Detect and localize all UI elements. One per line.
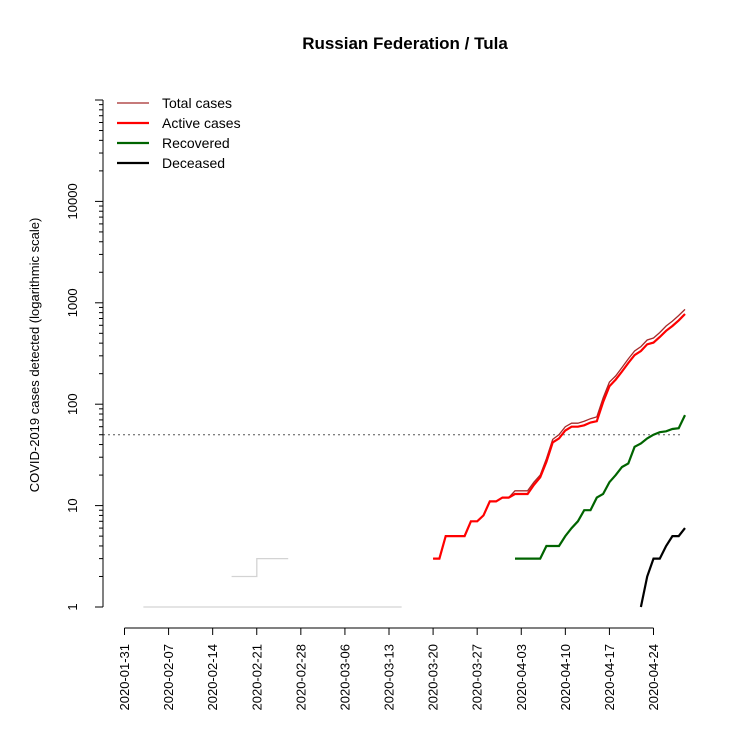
background-series-line xyxy=(231,557,289,578)
x-tick-label: 2020-01-31 xyxy=(117,644,132,711)
legend-recovered-label: Recovered xyxy=(162,135,230,151)
legend-total-cases-label: Total cases xyxy=(162,95,232,111)
series-line-recovered xyxy=(515,414,686,560)
x-tick-label: 2020-03-13 xyxy=(382,644,397,711)
x-tick-label: 2020-04-03 xyxy=(514,644,529,711)
legend: Total cases Active cases Recovered Deceased xyxy=(117,95,241,171)
x-tick-label: 2020-03-06 xyxy=(337,644,352,711)
y-tick-label: 10000 xyxy=(65,183,80,219)
x-axis: 2020-01-31 2020-02-07 2020-02-14 2020-02-21… xyxy=(117,627,661,711)
y-tick-label: 100 xyxy=(65,393,80,415)
x-tick-label: 2020-04-24 xyxy=(646,644,661,711)
legend-active-cases-label: Active cases xyxy=(162,115,241,131)
y-tick-label: 1000 xyxy=(65,288,80,317)
x-tick-label: 2020-04-17 xyxy=(602,644,617,711)
x-tick-label: 2020-02-28 xyxy=(293,644,308,711)
x-tick-label: 2020-02-07 xyxy=(161,644,176,711)
series-line-deceased xyxy=(639,527,686,608)
series-lines xyxy=(433,308,686,608)
y-axis-label: COVID-2019 cases detected (logarithmic s… xyxy=(27,218,42,493)
y-axis: 1 10 100 1000 10000 xyxy=(65,99,104,611)
background-region-lines xyxy=(143,557,402,608)
y-tick-label: 1 xyxy=(65,603,80,610)
legend-deceased-label: Deceased xyxy=(162,155,225,171)
x-tick-label: 2020-04-10 xyxy=(558,644,573,711)
x-tick-label: 2020-03-20 xyxy=(426,644,441,711)
y-tick-label: 10 xyxy=(65,498,80,512)
series-line-active-cases xyxy=(433,313,686,560)
x-tick-label: 2020-02-14 xyxy=(205,644,220,711)
x-tick-label: 2020-03-27 xyxy=(470,644,485,711)
chart-title: Russian Federation / Tula xyxy=(302,34,508,53)
x-tick-label: 2020-02-21 xyxy=(249,644,264,711)
